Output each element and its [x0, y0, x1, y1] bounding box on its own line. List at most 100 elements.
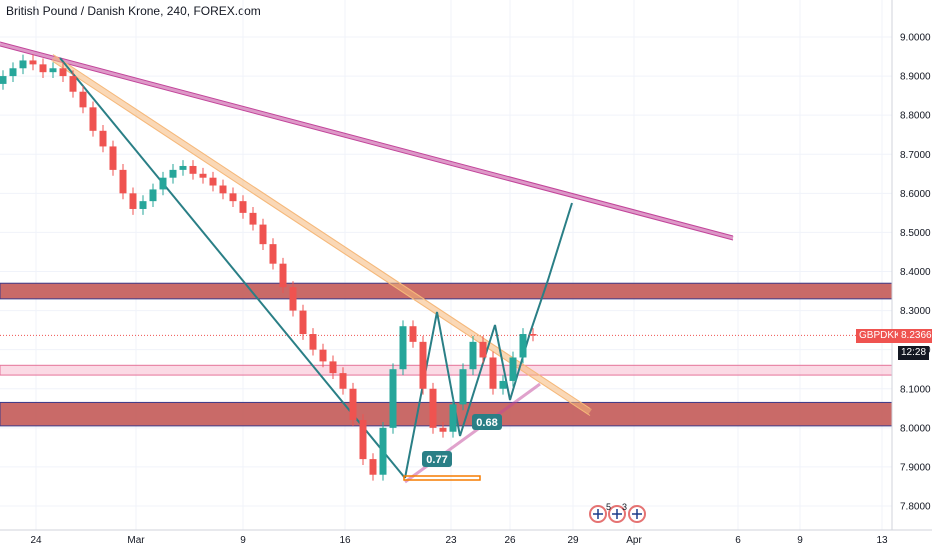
price-tick-label: 8.7000 — [900, 150, 931, 161]
price-zone — [0, 282, 893, 300]
teal-drop-line — [59, 57, 406, 479]
candle-body — [389, 369, 397, 428]
candle-body — [19, 60, 27, 69]
candle-body — [139, 201, 147, 209]
candle-body — [319, 349, 327, 362]
time-tick-label: 6 — [735, 535, 741, 546]
price-axis[interactable]: 9.0000 8.9000 8.8000 8.7000 8.6000 8.5000 8.40… — [891, 0, 931, 530]
annotation-labels: 0.77 0.68 5 3 — [422, 414, 646, 523]
candle-body — [509, 357, 517, 381]
chart-title: British Pound / Danish Krone, 240, FOREX… — [6, 4, 261, 18]
candle-body — [299, 310, 307, 335]
price-zones — [0, 282, 893, 427]
event-count: 5 — [606, 502, 611, 512]
candle-body — [59, 68, 67, 77]
price-tick-label: 8.6000 — [900, 189, 931, 200]
candle-body — [349, 388, 357, 421]
magenta-trendline-edge — [0, 45, 734, 241]
time-tick-label: Mar — [127, 535, 145, 546]
orange-trendline-edge — [52, 61, 591, 416]
symbol-tag: GBPDKK — [856, 329, 904, 343]
candle-body — [0, 76, 7, 84]
candle-body — [9, 68, 17, 77]
candle-body — [429, 388, 437, 428]
time-tick-label: 26 — [504, 535, 516, 546]
candle-body — [149, 189, 157, 202]
candle-body — [529, 334, 537, 336]
candle-body — [49, 68, 57, 73]
time-axis[interactable]: 24 Mar 9 16 23 26 29 Apr 6 9 13 — [0, 529, 932, 546]
candle-body — [499, 380, 507, 389]
candle-body — [369, 459, 377, 475]
price-tick-label: 9.0000 — [900, 33, 931, 44]
candle-body — [449, 404, 457, 432]
candle-body — [479, 341, 487, 358]
label-068: 0.68 — [476, 417, 497, 429]
candle-body — [219, 185, 227, 194]
price-tick-label: 8.5000 — [900, 228, 931, 239]
candle-body — [179, 165, 187, 170]
time-tick-label: 29 — [567, 535, 579, 546]
teal-projection-line — [404, 202, 573, 479]
candle-body — [519, 334, 527, 358]
candle-body — [399, 326, 407, 370]
label-077: 0.77 — [426, 454, 447, 466]
candle-body — [89, 107, 97, 131]
candle-body — [329, 361, 337, 374]
candle-body — [239, 201, 247, 213]
magenta-trendline — [0, 42, 734, 240]
time-tick-label: 24 — [30, 535, 42, 546]
candle-body — [279, 263, 287, 288]
candle-body — [189, 165, 197, 174]
price-tick-label: 8.1000 — [900, 384, 931, 395]
candle-body — [159, 177, 167, 190]
time-tick-label: 23 — [445, 535, 457, 546]
candle-body — [379, 427, 387, 475]
candle-body — [109, 146, 117, 170]
time-tick-label: 9 — [797, 535, 803, 546]
candle-body — [359, 420, 367, 460]
price-tick-label: 8.3000 — [900, 306, 931, 317]
time-tick-label: 13 — [876, 535, 888, 546]
candle-body — [269, 244, 277, 264]
candle-body — [229, 193, 237, 202]
candle-body — [199, 173, 207, 178]
price-tick-label: 7.9000 — [900, 462, 931, 473]
countdown-tag: 12:28 — [898, 346, 930, 360]
candle-body — [289, 287, 297, 311]
candle-body — [469, 341, 477, 370]
candle-body — [169, 169, 177, 178]
magenta-trendline-edge — [0, 41, 734, 237]
candle-body — [79, 91, 87, 108]
price-zone — [0, 364, 893, 376]
price-tick-label: 8.9000 — [900, 72, 931, 83]
candle-body — [409, 326, 417, 342]
candles — [0, 54, 537, 481]
price-tick-label: 8.0000 — [900, 423, 931, 434]
trend-lines[interactable] — [0, 41, 734, 484]
candle-body — [439, 427, 447, 432]
candle-body — [489, 357, 497, 389]
grid — [0, 0, 892, 530]
candle-body — [209, 177, 217, 186]
label-068-box — [472, 414, 502, 430]
last-price-tag: 8.2366 — [898, 329, 932, 343]
price-tick-label: 8.4000 — [900, 267, 931, 278]
candle-body — [309, 334, 317, 350]
time-tick-label: 16 — [339, 535, 351, 546]
candle-body — [129, 193, 137, 209]
candle-body — [99, 130, 107, 147]
price-tick-label: 8.8000 — [900, 111, 931, 122]
event-count: 3 — [622, 502, 627, 512]
label-077-box — [422, 451, 452, 467]
candle-body — [29, 60, 37, 65]
candle-body — [259, 224, 267, 245]
candle-body — [419, 341, 427, 389]
time-tick-label: 9 — [240, 535, 246, 546]
candle-body — [119, 169, 127, 194]
candle-body — [339, 373, 347, 389]
candle-body — [249, 212, 257, 225]
low-marker — [403, 475, 481, 481]
candle-body — [459, 369, 467, 405]
